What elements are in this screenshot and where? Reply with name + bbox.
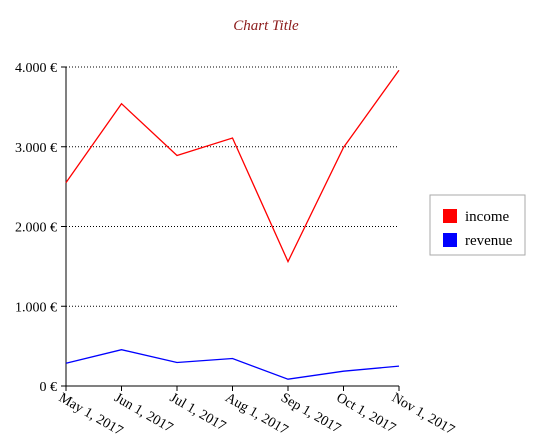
y-tick-label: 4.000 € bbox=[15, 61, 57, 76]
x-tick-label: Oct 1, 2017 bbox=[334, 390, 398, 436]
legend: income revenue bbox=[429, 194, 526, 256]
series-line-income bbox=[65, 69, 400, 264]
y-tick-label: 1.000 € bbox=[15, 300, 57, 315]
series-line-revenue bbox=[65, 349, 400, 380]
x-tick-label: Nov 1, 2017 bbox=[389, 390, 457, 438]
grid-lines bbox=[66, 66, 399, 307]
axes bbox=[65, 67, 399, 387]
x-tick-label: Jul 1, 2017 bbox=[167, 390, 228, 434]
y-tick-label: 3.000 € bbox=[15, 141, 57, 156]
legend-label-income: income bbox=[465, 209, 509, 225]
x-tick-label: Sep 1, 2017 bbox=[278, 390, 343, 436]
legend-swatch-revenue bbox=[443, 233, 457, 247]
y-tick-label: 2.000 € bbox=[15, 221, 57, 236]
y-tick-label: 0 € bbox=[40, 380, 58, 395]
series-lines bbox=[65, 69, 400, 380]
legend-label-revenue: revenue bbox=[465, 233, 513, 249]
x-tick-label: Aug 1, 2017 bbox=[223, 390, 291, 438]
chart-title: Chart Title bbox=[233, 18, 299, 34]
y-axis-tick-labels: 0 € 1.000 € 2.000 € 3.000 € 4.000 € bbox=[15, 61, 66, 395]
legend-swatch-income bbox=[443, 209, 457, 223]
